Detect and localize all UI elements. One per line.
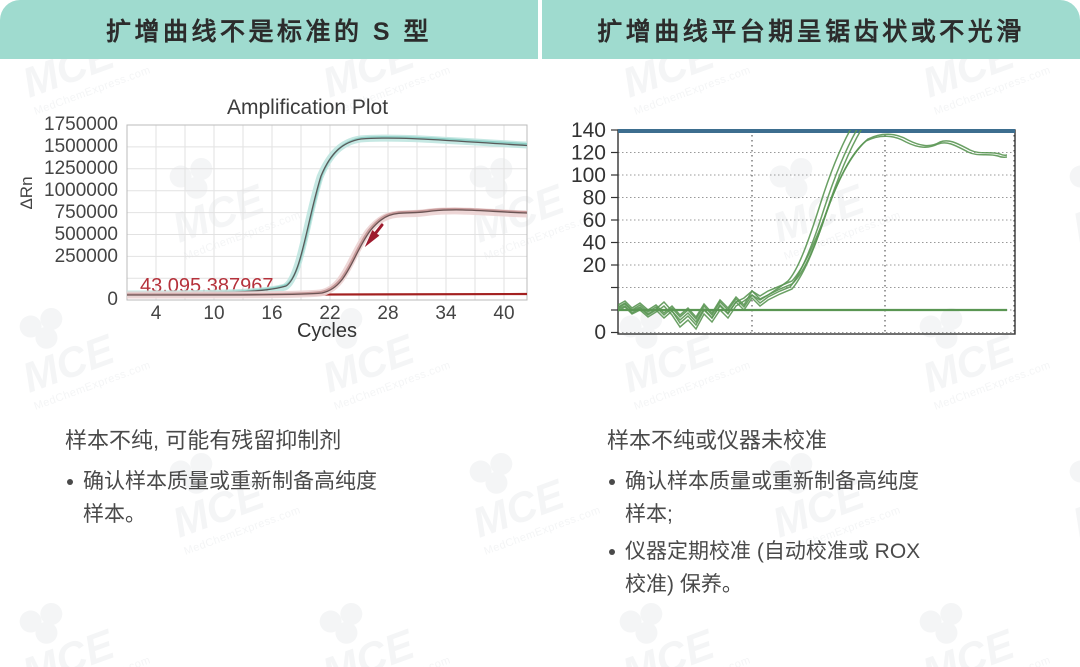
svg-text:140: 140 [571, 119, 606, 142]
svg-text:250000: 250000 [55, 246, 118, 267]
svg-text:Cycles: Cycles [297, 320, 357, 342]
svg-text:40: 40 [493, 303, 514, 324]
svg-text:10: 10 [203, 303, 224, 324]
svg-text:100: 100 [571, 164, 606, 187]
svg-text:4: 4 [151, 303, 162, 324]
svg-text:120: 120 [571, 142, 606, 165]
svg-text:80: 80 [583, 187, 606, 210]
svg-text:60: 60 [583, 209, 606, 232]
svg-text:ΔRn: ΔRn [17, 176, 36, 209]
svg-text:1250000: 1250000 [44, 158, 118, 179]
svg-text:28: 28 [377, 303, 398, 324]
svg-text:0: 0 [107, 289, 118, 310]
svg-text:34: 34 [435, 303, 457, 324]
svg-text:20: 20 [583, 254, 606, 277]
svg-text:1750000: 1750000 [44, 114, 118, 135]
svg-text:1500000: 1500000 [44, 136, 118, 157]
svg-text:750000: 750000 [55, 202, 118, 223]
svg-text:500000: 500000 [55, 224, 118, 245]
svg-text:16: 16 [261, 303, 282, 324]
svg-text:1000000: 1000000 [44, 180, 118, 201]
svg-text:0: 0 [594, 321, 606, 342]
svg-text:40: 40 [583, 232, 606, 255]
